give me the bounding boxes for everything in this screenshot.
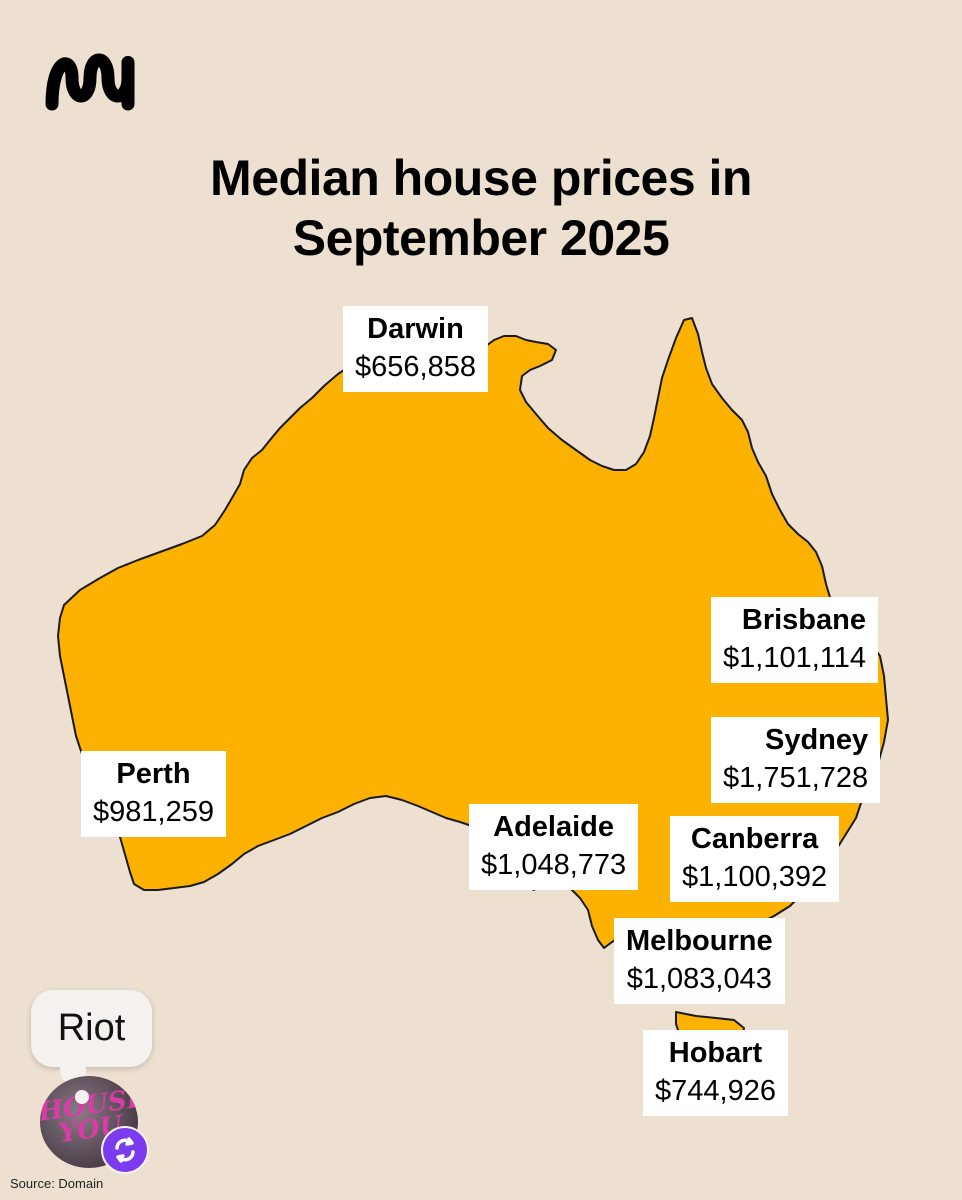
source-note: Source: Domain xyxy=(10,1176,104,1191)
title-line-1: Median house prices in xyxy=(210,150,752,206)
city-label-sydney: Sydney $1,751,728 xyxy=(711,717,881,803)
city-name: Brisbane xyxy=(741,604,866,636)
city-label-hobart: Hobart $744,926 xyxy=(643,1030,788,1116)
city-name: Sydney xyxy=(764,724,869,756)
city-price: $656,858 xyxy=(355,351,476,383)
city-name: Hobart xyxy=(668,1037,763,1069)
reaction-bubble[interactable]: Riot xyxy=(31,990,152,1067)
city-price: $1,100,392 xyxy=(682,861,828,893)
bubble-dot xyxy=(75,1090,89,1104)
city-price: $1,083,043 xyxy=(626,963,772,995)
city-price: $1,048,773 xyxy=(481,849,627,881)
city-name: Perth xyxy=(116,758,191,790)
city-label-brisbane: Brisbane $1,101,114 xyxy=(711,597,878,683)
city-price: $1,101,114 xyxy=(723,642,866,674)
title-line-2: September 2025 xyxy=(292,210,670,266)
repost-icon xyxy=(115,1137,135,1163)
abc-logo-icon xyxy=(45,53,135,111)
city-price: $744,926 xyxy=(655,1075,776,1107)
repost-button[interactable] xyxy=(101,1126,149,1174)
city-label-canberra: Canberra $1,100,392 xyxy=(670,816,840,902)
city-name: Canberra xyxy=(690,823,819,855)
city-price: $1,751,728 xyxy=(723,762,869,794)
city-label-darwin: Darwin $656,858 xyxy=(343,306,488,392)
city-label-melbourne: Melbourne $1,083,043 xyxy=(614,918,785,1004)
page-title: Median house prices in September 2025 xyxy=(0,148,962,268)
city-name: Darwin xyxy=(367,313,464,345)
city-label-perth: Perth $981,259 xyxy=(81,751,226,837)
city-name: Melbourne xyxy=(626,925,773,957)
city-price: $981,259 xyxy=(93,796,214,828)
city-label-adelaide: Adelaide $1,048,773 xyxy=(469,804,639,890)
city-name: Adelaide xyxy=(493,811,615,843)
